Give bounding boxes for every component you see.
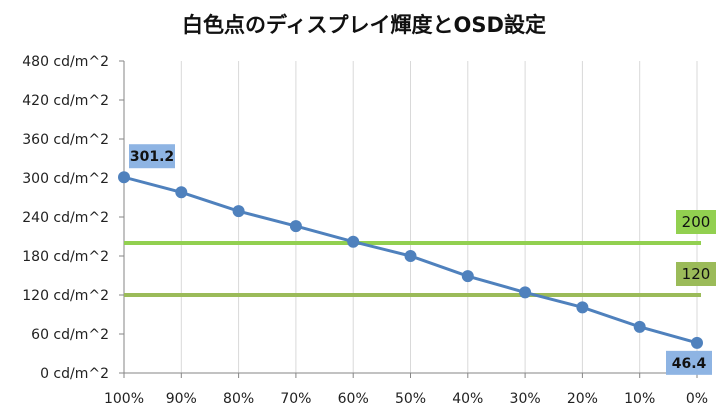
data-label: 301.2 bbox=[130, 149, 174, 165]
y-tick-label: 0 cd/m^2 bbox=[40, 366, 109, 382]
data-point bbox=[691, 336, 703, 349]
data-point bbox=[118, 171, 130, 184]
data-labels: 301.2 46.4 bbox=[129, 144, 712, 375]
x-tick-label: 30% bbox=[510, 391, 541, 407]
reference-line-label-box bbox=[676, 210, 716, 234]
x-tick-label: 70% bbox=[280, 391, 311, 407]
reference-line-label: 120 bbox=[682, 265, 711, 283]
data-label-box bbox=[129, 144, 175, 169]
data-point bbox=[404, 250, 417, 262]
y-tick-label: 180 cd/m^2 bbox=[22, 249, 109, 265]
data-point bbox=[289, 220, 302, 233]
y-tick-label: 420 cd/m^2 bbox=[22, 93, 109, 109]
data-point bbox=[576, 301, 589, 314]
data-point bbox=[633, 320, 646, 333]
data-point bbox=[519, 286, 532, 299]
data-label-box bbox=[666, 350, 712, 375]
y-tick-label: 120 cd/m^2 bbox=[22, 288, 109, 304]
x-tick-label: 100% bbox=[104, 391, 144, 407]
reference-lines: 200 120 bbox=[124, 210, 716, 297]
x-tick-label: 90% bbox=[166, 391, 197, 407]
data-point bbox=[461, 270, 474, 283]
y-tick-label: 480 cd/m^2 bbox=[22, 54, 109, 70]
data-label: 46.4 bbox=[672, 356, 707, 372]
reference-line-label: 200 bbox=[682, 213, 711, 231]
data-point bbox=[347, 235, 360, 248]
x-tick-label: 10% bbox=[624, 391, 655, 407]
data-point bbox=[232, 205, 245, 218]
x-tick-label: 50% bbox=[395, 391, 426, 407]
chart-title: 白色点のディスプレイ輝度とOSD設定 bbox=[182, 13, 546, 37]
series bbox=[118, 171, 703, 349]
x-tick-label: 20% bbox=[567, 391, 598, 407]
data-point bbox=[175, 186, 188, 199]
y-tick-label: 60 cd/m^2 bbox=[31, 327, 109, 343]
x-tick-label: 80% bbox=[223, 391, 254, 407]
y-tick-label: 360 cd/m^2 bbox=[22, 132, 109, 148]
x-tick-label: 60% bbox=[338, 391, 369, 407]
reference-line-label-box bbox=[676, 262, 716, 286]
grid bbox=[180, 61, 698, 373]
y-tick-label: 300 cd/m^2 bbox=[22, 171, 109, 187]
x-tick-label: 40% bbox=[452, 391, 483, 407]
axes: 0 cd/m^2 60 cd/m^2 120 cd/m^2 180 cd/m^2 240… bbox=[22, 54, 708, 407]
y-tick-label: 240 cd/m^2 bbox=[22, 210, 109, 226]
x-tick-label: 0% bbox=[686, 391, 708, 407]
